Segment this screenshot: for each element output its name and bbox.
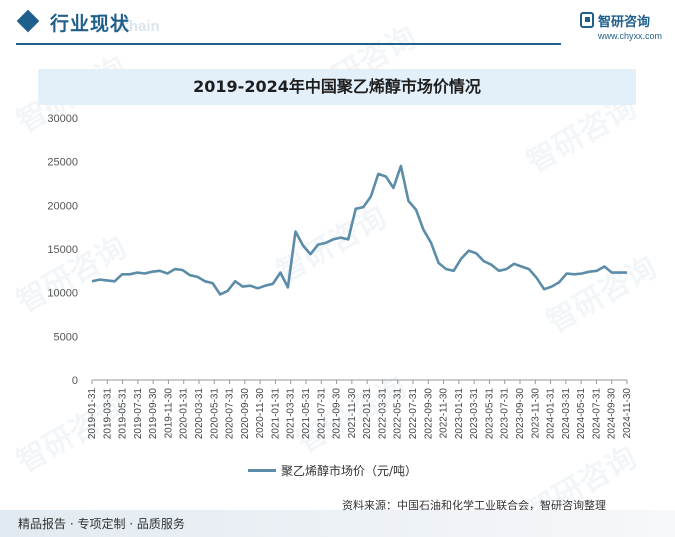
x-tick-label: 2023-01-31 — [454, 388, 465, 440]
x-tick-label: 2022-05-31 — [393, 388, 404, 440]
x-tick-label: 2021-03-31 — [286, 388, 297, 440]
x-tick-label: 2023-03-31 — [469, 388, 480, 440]
x-tick-label: 2022-09-30 — [423, 388, 434, 440]
x-tick-label: 2022-03-31 — [377, 388, 388, 440]
x-tick-label: 2021-01-31 — [270, 388, 281, 440]
series-layer — [91, 164, 627, 296]
section-title: 行业现状 — [50, 13, 131, 35]
x-tick-label: 2020-01-31 — [179, 388, 190, 440]
x-tick-label: 2021-11-30 — [347, 388, 358, 439]
x-tick-label: 2019-09-30 — [148, 388, 159, 440]
brand-name: 智研咨询 — [598, 15, 651, 30]
x-tick-label: 2023-07-31 — [500, 388, 511, 440]
y-tick-label: 5000 — [54, 331, 78, 343]
x-tick-label: 2020-07-31 — [225, 388, 236, 440]
x-tick-label: 2021-07-31 — [316, 388, 327, 440]
x-tick-label: 2021-05-31 — [301, 388, 312, 440]
y-axis: 0 5000 10000 15000 20000 25000 30000 — [47, 113, 78, 387]
legend-swatch — [248, 469, 276, 472]
y-tick-label: 0 — [72, 375, 78, 387]
y-tick-label: 10000 — [47, 288, 78, 300]
x-tick-label: 2019-05-31 — [118, 388, 129, 440]
x-tick-label: 2020-03-31 — [194, 388, 205, 440]
x-tick-label: 2021-09-30 — [332, 388, 343, 440]
x-tick-label: 2024-03-31 — [561, 388, 572, 440]
footer-text: 精品报告 · 专项定制 · 品质服务 — [18, 517, 185, 531]
chart-title: 2019-2024年中国聚乙烯醇市场价情况 — [193, 77, 481, 96]
section-title-shadow: Chain — [118, 18, 160, 35]
brand[interactable]: 智研咨询 www.chyxx.com — [578, 10, 670, 44]
source-note: 资料来源：中国石油和化学工业联合会，智研咨询整理 — [342, 499, 606, 512]
y-tick-label: 20000 — [47, 200, 78, 212]
legend-label: 聚乙烯醇市场价（元/吨） — [281, 464, 418, 478]
x-tick-label: 2024-11-30 — [622, 388, 633, 439]
y-tick-label: 15000 — [47, 244, 78, 256]
x-tick-label: 2020-11-30 — [255, 388, 266, 439]
x-tick-label: 2024-05-31 — [576, 388, 587, 440]
y-tick-label: 25000 — [47, 157, 78, 169]
chart-title-band: 2019-2024年中国聚乙烯醇市场价情况 — [38, 69, 636, 105]
x-tick-label: 2023-11-30 — [530, 388, 541, 439]
series-line — [91, 164, 627, 296]
brand-logo-icon — [580, 12, 594, 28]
x-tick-label: 2019-11-30 — [163, 388, 174, 439]
x-tick-label: 2020-05-31 — [209, 388, 220, 440]
y-tick-label: 30000 — [47, 113, 78, 125]
footer-bar: 精品报告 · 专项定制 · 品质服务 — [0, 510, 675, 537]
x-tick-label: 2019-01-31 — [87, 388, 98, 440]
x-tick-label: 2024-07-31 — [591, 388, 602, 440]
x-axis: 2019-01-31 2019-03-31 2019-05-31 2019-07-31… — [87, 379, 633, 440]
x-tick-label: 2022-07-31 — [408, 388, 419, 440]
x-tick-label: 2022-11-30 — [439, 388, 450, 439]
section-header: Chain 行业现状 智研咨询 www.chyxx.com — [0, 0, 675, 46]
x-tick-label: 2023-09-30 — [515, 388, 526, 440]
brand-url[interactable]: www.chyxx.com — [598, 31, 663, 41]
x-tick-label: 2020-09-30 — [240, 388, 251, 440]
x-tick-label: 2024-01-31 — [546, 388, 557, 440]
x-tick-label: 2022-01-31 — [362, 388, 373, 440]
x-tick-label: 2023-05-31 — [484, 388, 495, 440]
x-tick-label: 2024-09-30 — [607, 388, 618, 440]
header-divider — [16, 43, 561, 45]
x-tick-label: 2019-07-31 — [133, 388, 144, 440]
x-tick-label: 2019-03-31 — [102, 388, 113, 440]
